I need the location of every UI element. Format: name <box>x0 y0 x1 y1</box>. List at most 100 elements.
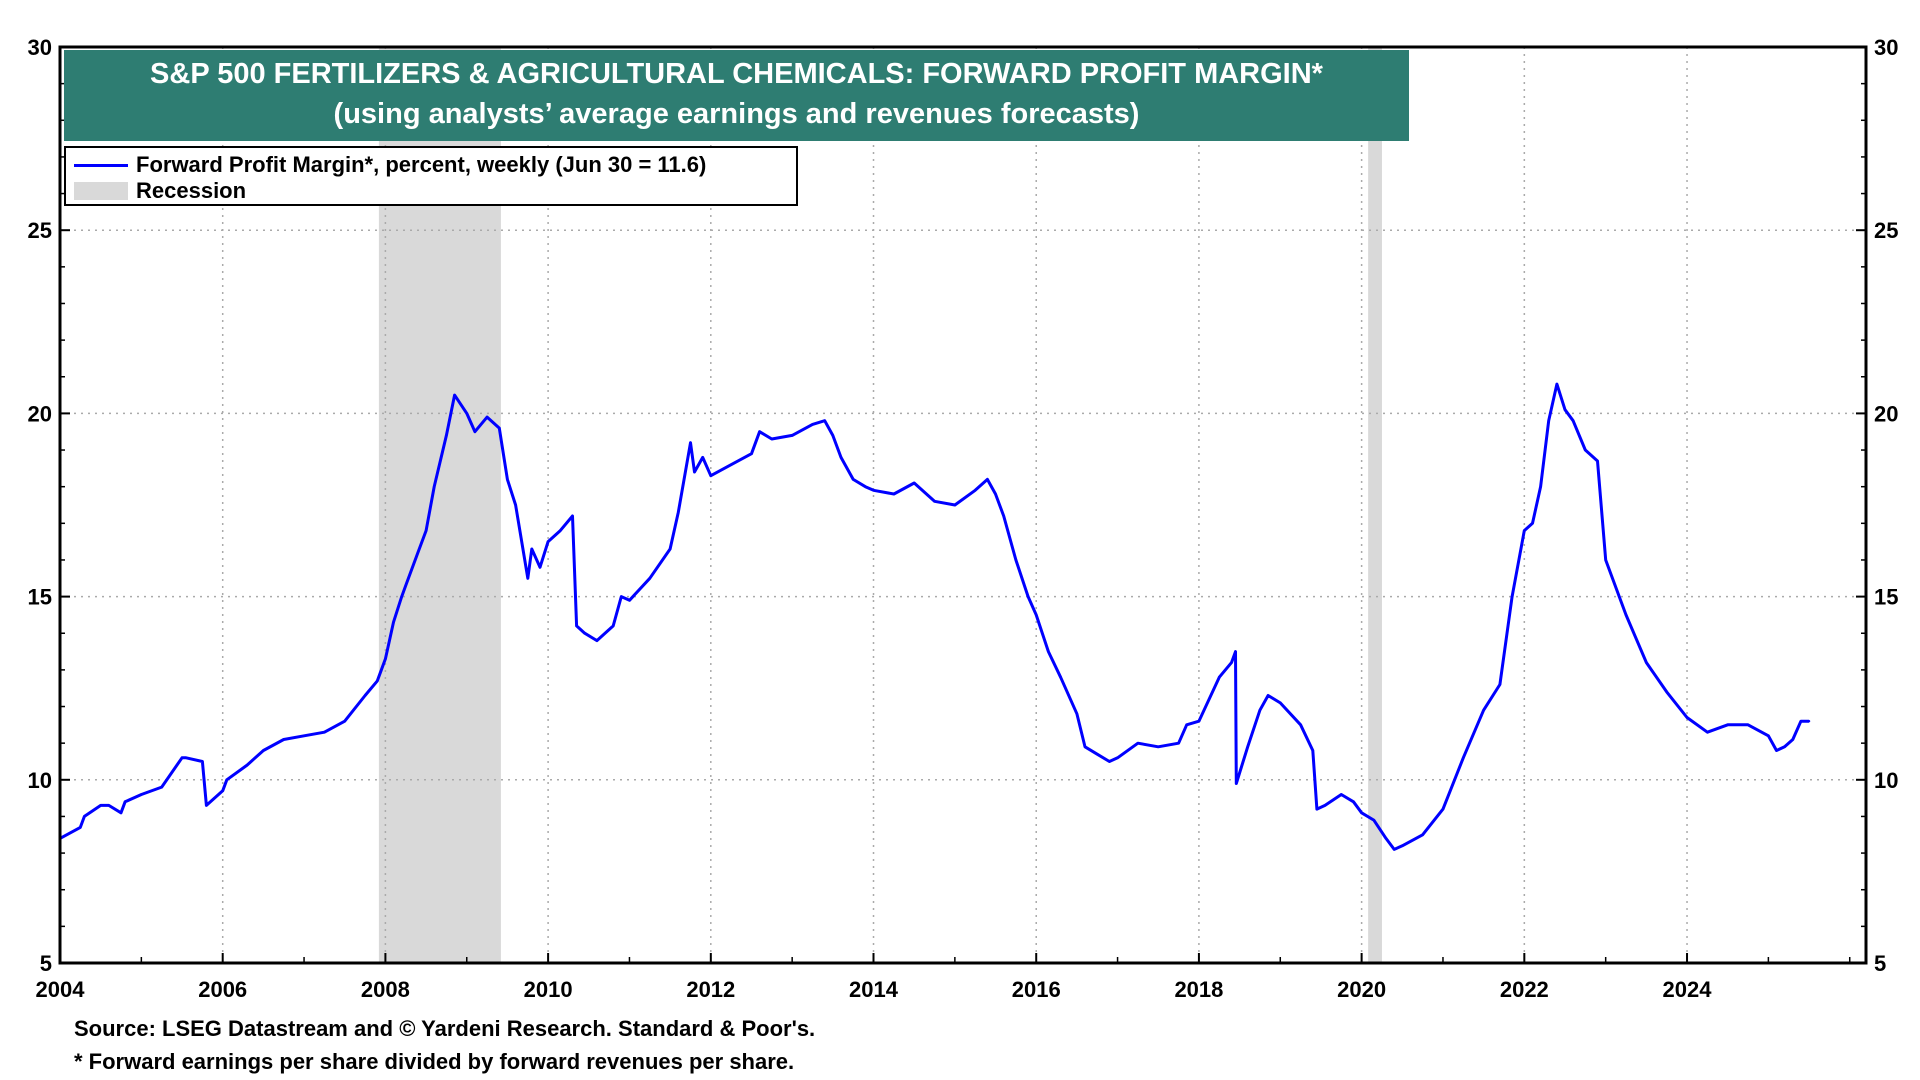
data-point <box>1059 676 1062 679</box>
y-tick-label-right: 25 <box>1874 218 1898 243</box>
data-point <box>1604 558 1607 562</box>
data-point <box>1706 730 1709 734</box>
data-point <box>1075 712 1079 716</box>
data-point <box>140 793 143 796</box>
data-point <box>262 749 265 752</box>
data-point <box>1136 741 1140 745</box>
data-point <box>1624 613 1628 617</box>
data-point <box>1531 522 1534 525</box>
data-point <box>1258 708 1262 712</box>
data-point <box>1645 661 1648 664</box>
data-point <box>864 485 867 488</box>
data-point <box>123 800 127 803</box>
data-point <box>953 503 957 507</box>
data-point <box>648 577 651 580</box>
data-point <box>823 419 826 422</box>
data-point <box>1002 514 1005 518</box>
data-point <box>851 478 855 481</box>
data-point <box>400 595 403 598</box>
data-point <box>628 599 631 602</box>
data-point <box>559 529 562 532</box>
data-point <box>729 463 733 466</box>
data-point <box>416 551 420 554</box>
y-tick-label-left: 10 <box>28 768 52 793</box>
data-point <box>465 412 468 415</box>
data-point <box>1746 723 1750 727</box>
legend-recession-label: Recession <box>136 178 247 203</box>
data-point <box>933 500 936 503</box>
data-point <box>323 730 326 734</box>
data-point <box>79 826 82 829</box>
data-point <box>445 434 448 437</box>
data-point <box>1685 716 1689 719</box>
data-point <box>485 415 489 419</box>
data-point <box>1510 595 1514 598</box>
data-point <box>839 456 843 459</box>
data-point <box>506 478 509 481</box>
data-point <box>221 789 224 792</box>
data-point <box>595 639 599 642</box>
data-point <box>119 811 123 814</box>
y-tick-label-left: 30 <box>28 35 52 60</box>
data-point <box>424 529 428 532</box>
data-point <box>1807 719 1811 723</box>
data-point <box>1177 741 1180 745</box>
data-point <box>363 694 367 697</box>
data-point <box>750 452 753 455</box>
data-point <box>205 804 208 807</box>
data-point <box>404 584 407 587</box>
data-point <box>668 547 672 551</box>
data-point <box>384 657 387 661</box>
chart-title-band: S&P 500 FERTILIZERS & AGRICULTURAL CHEMI… <box>64 50 1409 141</box>
data-point <box>1799 719 1803 723</box>
data-point <box>392 621 395 624</box>
data-point <box>498 426 501 430</box>
data-point <box>1352 800 1355 803</box>
data-point <box>1571 419 1575 422</box>
source-note: Source: LSEG Datastream and © Yardeni Re… <box>74 1016 816 1041</box>
x-tick-label: 2012 <box>686 977 735 1002</box>
data-point <box>1311 749 1315 752</box>
data-point <box>514 503 517 507</box>
data-point <box>986 478 989 481</box>
data-point <box>1096 752 1099 756</box>
data-point <box>433 485 436 488</box>
data-point <box>1547 419 1550 422</box>
y-tick-label-left: 25 <box>28 218 52 243</box>
data-point <box>282 738 285 741</box>
data-point <box>912 481 916 485</box>
legend-entry-recession: Recession <box>74 178 246 204</box>
data-point <box>758 430 761 433</box>
data-point <box>892 492 896 496</box>
data-point <box>1235 782 1238 785</box>
data-point <box>184 756 188 760</box>
data-point <box>1230 661 1233 664</box>
data-point <box>1523 529 1526 532</box>
data-point <box>1234 650 1237 653</box>
data-point <box>1421 833 1424 836</box>
data-point <box>1401 844 1404 847</box>
data-point <box>1441 807 1445 811</box>
data-point <box>376 679 379 683</box>
data-point <box>1767 734 1770 738</box>
data-point <box>1157 745 1160 749</box>
data-point <box>1014 558 1018 562</box>
data-point <box>1299 723 1302 727</box>
data-point <box>1555 382 1559 386</box>
data-point <box>1185 723 1188 727</box>
data-point <box>1498 683 1502 686</box>
x-tick-label: 2008 <box>361 977 410 1002</box>
legend-line-swatch <box>74 163 128 167</box>
data-point <box>575 624 578 628</box>
x-tick-label: 2014 <box>849 977 899 1002</box>
series-line-1 <box>59 382 1810 851</box>
x-tick-label: 2020 <box>1337 977 1386 1002</box>
footnote: * Forward earnings per share divided by … <box>74 1049 795 1074</box>
data-point <box>473 430 477 433</box>
data-point <box>1246 745 1249 749</box>
data-point <box>1563 408 1567 411</box>
data-point <box>1392 848 1396 851</box>
data-point <box>831 434 835 437</box>
data-point <box>611 624 615 628</box>
